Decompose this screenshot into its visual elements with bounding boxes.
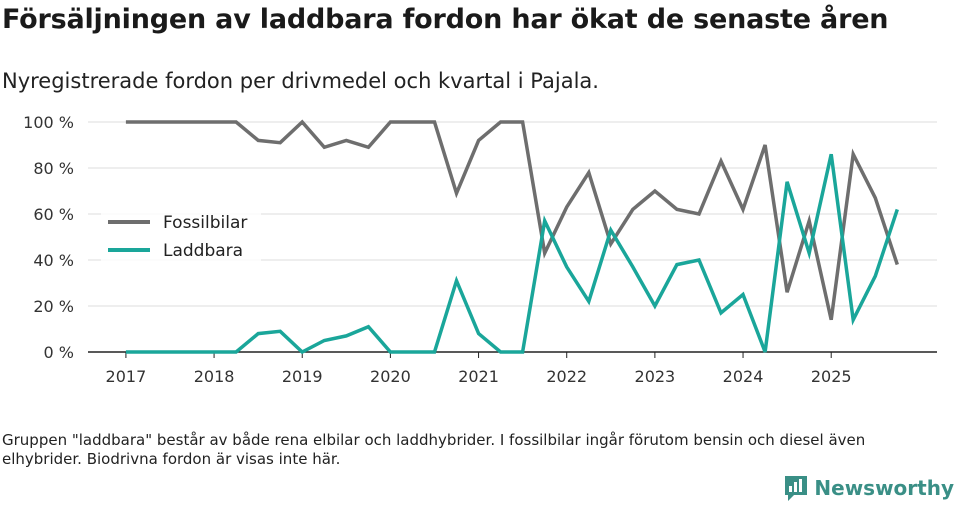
- series-line-fossilbilar: [125, 119, 899, 321]
- y-tick-label: 20 %: [33, 297, 74, 316]
- x-tick-label: 2025: [811, 367, 852, 386]
- y-tick-label: 40 %: [33, 251, 74, 270]
- chart-title: Försäljningen av laddbara fordon har öka…: [2, 4, 889, 35]
- x-tick-label: 2021: [458, 367, 499, 386]
- gridlines: [88, 121, 937, 353]
- series-lines: [125, 119, 899, 355]
- y-tick-label: 0 %: [44, 343, 74, 362]
- x-axis: 2017 2018 2019 2020 2021 2022 2023 2024 2025: [106, 352, 852, 386]
- x-tick-label: 2024: [723, 367, 764, 386]
- newsworthy-icon: [785, 476, 808, 501]
- x-tick-label: 2022: [546, 367, 587, 386]
- x-tick-label: 2017: [106, 367, 147, 386]
- line-chart: 0 % 20 % 40 % 60 % 80 % 100 % 2017 2018 2019 202…: [23, 113, 937, 386]
- x-tick-label: 2023: [635, 367, 676, 386]
- y-tick-label: 60 %: [33, 205, 74, 224]
- legend: Fossilbilar Laddbara: [101, 210, 261, 262]
- series-line-laddbara: [125, 153, 899, 355]
- legend-label: Fossilbilar: [163, 213, 247, 233]
- brand-name: Newsworthy: [814, 476, 954, 500]
- legend-label: Laddbara: [163, 241, 243, 261]
- chart-subtitle: Nyregistrerade fordon per drivmedel och …: [2, 69, 599, 93]
- y-axis: 0 % 20 % 40 % 60 % 80 % 100 %: [23, 113, 74, 362]
- y-tick-label: 100 %: [23, 113, 74, 132]
- footnote: Gruppen "laddbara" består av både rena e…: [2, 431, 866, 468]
- x-tick-label: 2018: [194, 367, 235, 386]
- x-tick-label: 2020: [370, 367, 411, 386]
- y-tick-label: 80 %: [33, 159, 74, 178]
- x-tick-label: 2019: [282, 367, 323, 386]
- newsworthy-logo: Newsworthy: [783, 474, 954, 502]
